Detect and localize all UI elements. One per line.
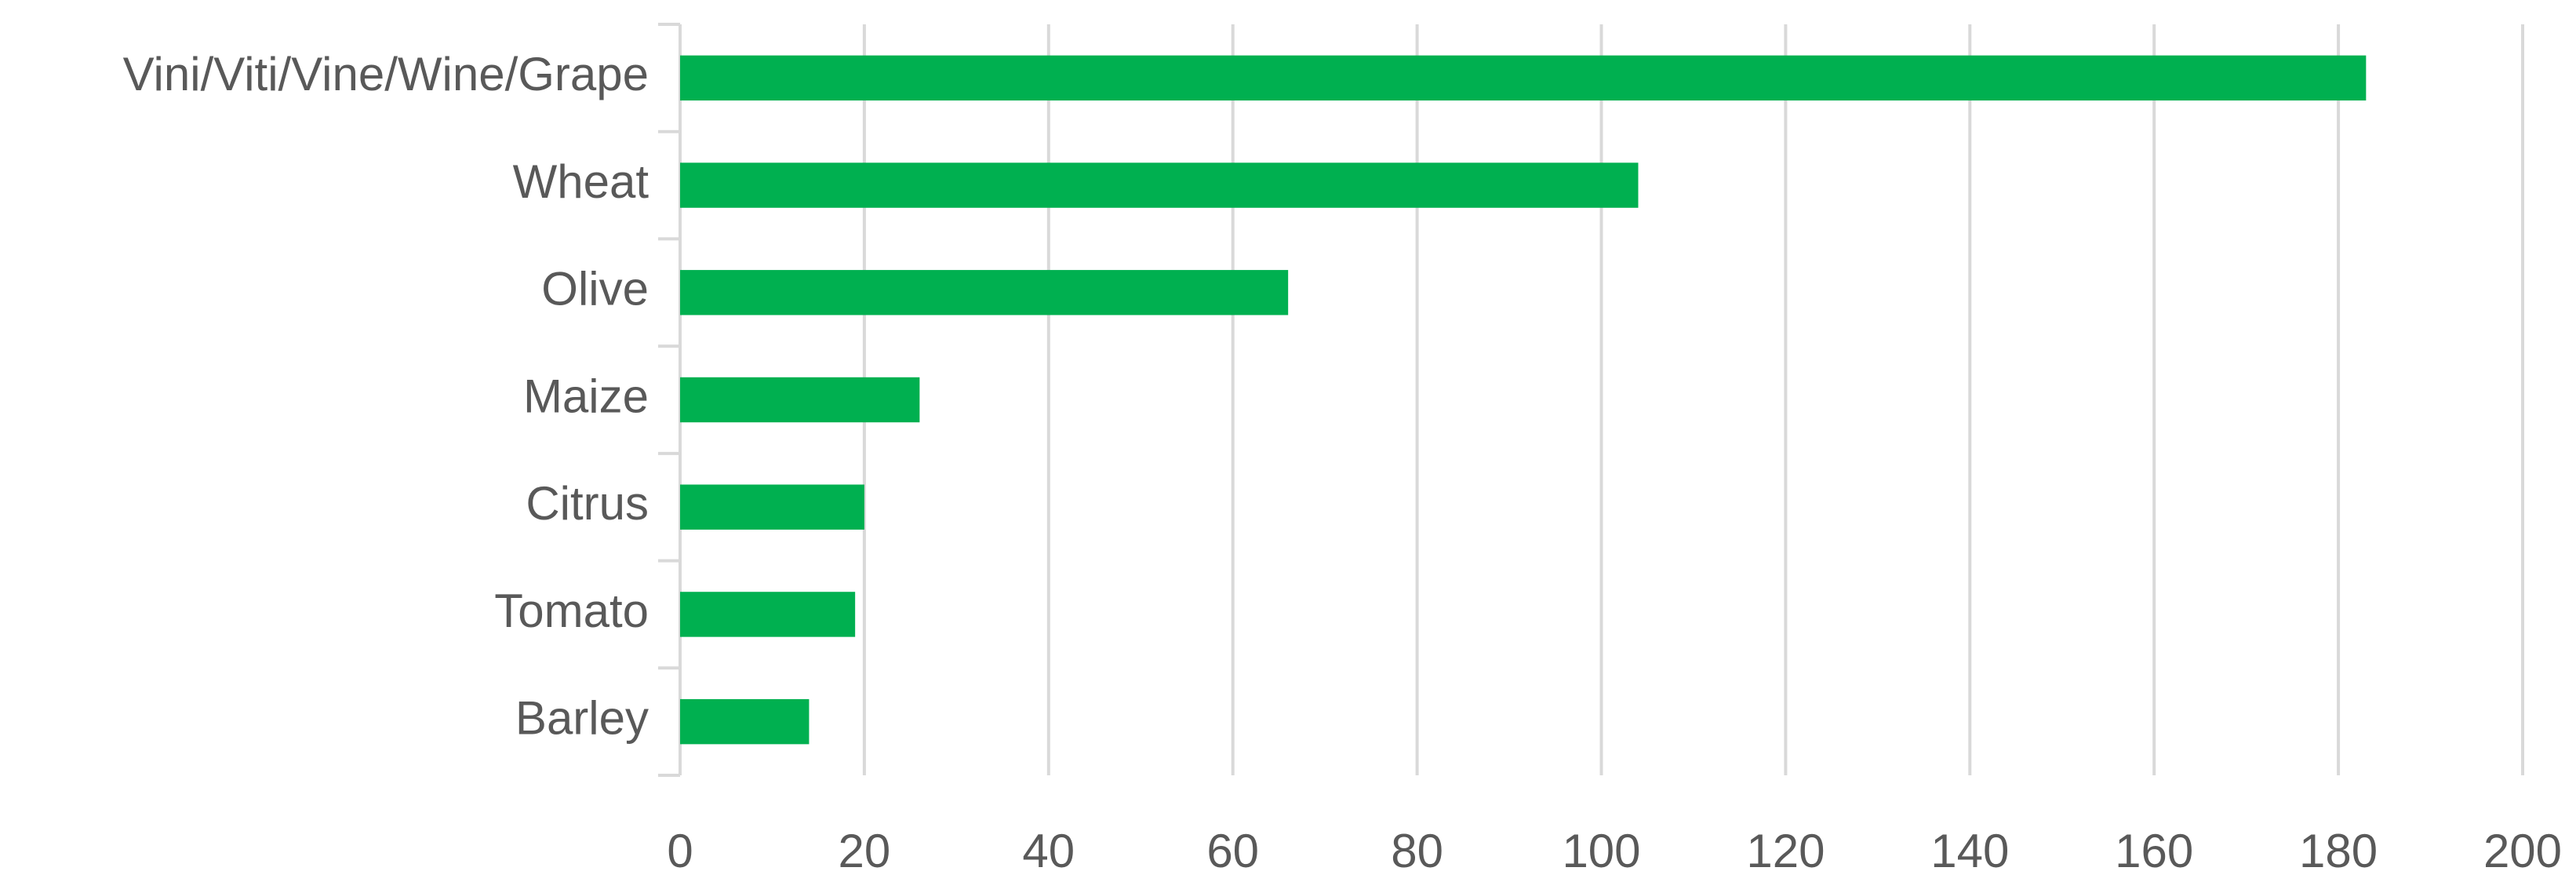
bar	[680, 698, 810, 745]
x-tick-label: 200	[2483, 825, 2562, 877]
y-tick-label: Maize	[523, 370, 649, 422]
x-tick-label: 60	[1206, 825, 1259, 877]
x-tick-label: 100	[1562, 825, 1640, 877]
y-tick-label: Olive	[541, 263, 649, 315]
x-tick-label: 20	[839, 825, 891, 877]
y-tick-label: Vini/Viti/Vine/Wine/Grape	[123, 48, 649, 100]
y-tick-label: Barley	[515, 691, 649, 744]
y-tick-label: Citrus	[526, 477, 649, 530]
x-tick-label: 0	[667, 825, 693, 877]
x-tick-label: 80	[1391, 825, 1443, 877]
x-tick-label: 140	[1930, 825, 2009, 877]
bar	[680, 592, 856, 637]
bar	[680, 484, 864, 530]
bar	[680, 55, 2367, 101]
y-tick-label: Wheat	[513, 155, 649, 208]
x-tick-label: 180	[2299, 825, 2378, 877]
x-tick-label: 160	[2115, 825, 2193, 877]
bar	[680, 270, 1289, 315]
bar	[680, 162, 1639, 208]
y-tick-label: Tomato	[494, 585, 649, 637]
x-tick-label: 40	[1022, 825, 1075, 877]
bar	[680, 377, 920, 423]
x-tick-label: 120	[1746, 825, 1825, 877]
